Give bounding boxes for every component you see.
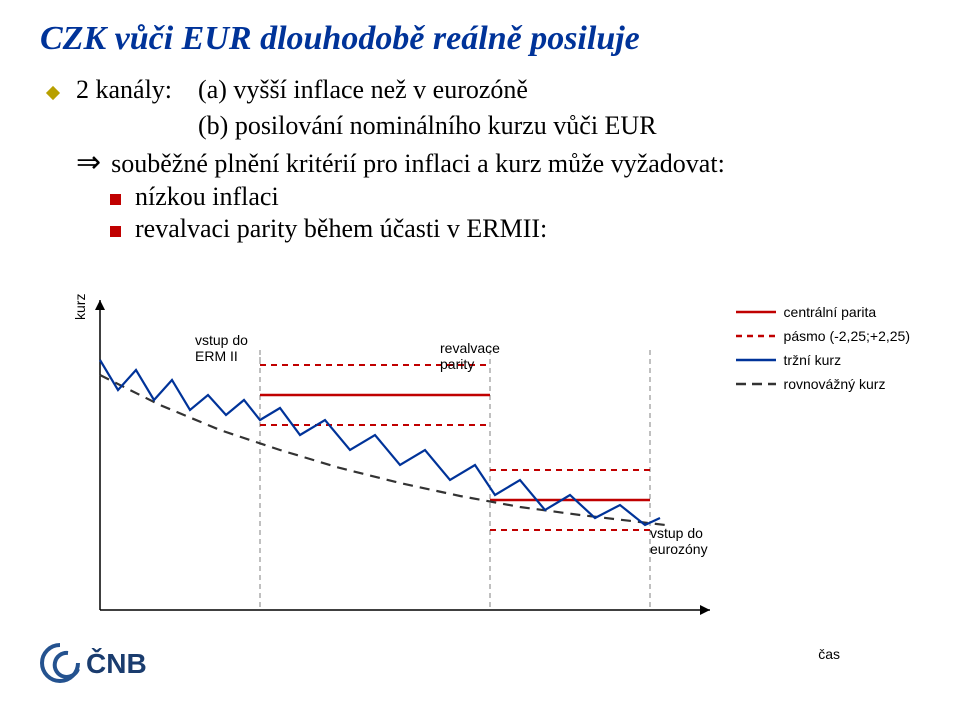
legend-swatch-rovnovazny [736,377,776,391]
sub-bullet-2-text: revalvaci parity během účasti v ERMII: [135,214,547,244]
annot-reval: revalvaceparity [440,340,500,372]
arrow-text: souběžné plnění kritérií pro inflaci a k… [111,149,725,179]
legend-parita: centrální parita [736,304,910,320]
legend-swatch-pasmo [736,329,776,343]
bullet-1a: (a) vyšší inflace než v eurozóně [198,75,528,104]
arrow-icon: ⇒ [76,145,101,180]
svg-text:ČNB: ČNB [86,647,147,679]
arrow-bullet: ⇒ souběžné plnění kritérií pro inflaci a… [76,145,920,180]
square-icon [110,226,121,237]
legend-swatch-parita [736,305,776,319]
cnb-logo: ČNB [38,639,148,692]
sub-bullet-1: nízkou inflaci [110,182,920,212]
bullet-1b: (b) posilování nominálního kurzu vůči EU… [198,111,920,141]
legend-label-parita: centrální parita [784,304,877,320]
sub-bullet-2: revalvaci parity během účasti v ERMII: [110,214,920,244]
legend-swatch-trzni [736,353,776,367]
legend-rovnovazny: rovnovážný kurz [736,376,910,392]
sub-bullet-1-text: nízkou inflaci [135,182,279,212]
y-axis-label: kurz [72,294,88,320]
annot-erm: vstup doERM II [195,332,248,364]
square-icon [110,194,121,205]
diamond-icon [46,86,60,100]
x-axis-label: čas [818,646,840,662]
legend-label-pasmo: pásmo (-2,25;+2,25) [784,328,910,344]
legend-trzni: tržní kurz [736,352,910,368]
legend: centrální parita pásmo (-2,25;+2,25) trž… [736,304,910,400]
chart: kurz čas vstup doERM II revalvaceparity … [80,300,880,660]
chart-svg [80,300,730,630]
legend-label-trzni: tržní kurz [784,352,842,368]
legend-label-rovnovazny: rovnovážný kurz [784,376,886,392]
bullet-1-label: 2 kanály: [76,75,172,104]
annot-euro: vstup doeurozóny [650,525,708,557]
legend-pasmo: pásmo (-2,25;+2,25) [736,328,910,344]
page-title: CZK vůči EUR dlouhodobě reálně posiluje [40,20,920,58]
bullet-1: 2 kanály: (a) vyšší inflace než v eurozó… [48,72,920,107]
